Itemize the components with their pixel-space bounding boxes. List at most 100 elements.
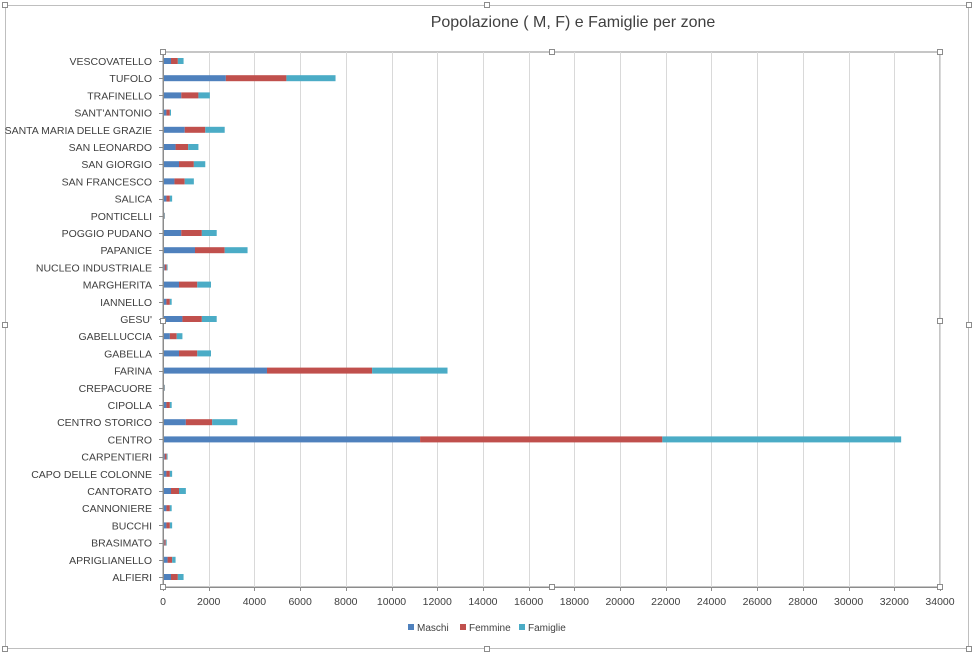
bar-maschi[interactable]: [163, 574, 171, 580]
bar-famiglie[interactable]: [177, 574, 184, 580]
bar-femmine[interactable]: [170, 574, 178, 580]
bar-famiglie[interactable]: [169, 522, 173, 529]
bar-famiglie[interactable]: [172, 556, 176, 563]
chart-resize-handle[interactable]: [966, 646, 972, 652]
bar-famiglie[interactable]: [165, 539, 167, 546]
bar-famiglie[interactable]: [286, 75, 336, 82]
bar-femmine[interactable]: [178, 161, 194, 168]
bar-famiglie[interactable]: [198, 92, 210, 99]
bar-femmine[interactable]: [169, 333, 177, 340]
bar-femmine[interactable]: [163, 384, 165, 391]
bar-femmine[interactable]: [163, 212, 165, 219]
plot-resize-handle[interactable]: [549, 49, 555, 55]
bar-famiglie[interactable]: [662, 436, 902, 443]
bar-maschi[interactable]: [163, 126, 185, 133]
plot-area[interactable]: [162, 51, 941, 588]
bar-maschi[interactable]: [163, 367, 267, 374]
bar-famiglie[interactable]: [201, 316, 217, 322]
bar-femmine[interactable]: [185, 419, 213, 426]
plot-resize-handle[interactable]: [549, 584, 555, 590]
bar-famiglie[interactable]: [212, 419, 238, 426]
bar-maschi[interactable]: [163, 522, 167, 529]
bar-famiglie[interactable]: [169, 109, 171, 116]
bar-famiglie[interactable]: [193, 161, 206, 168]
plot-resize-handle[interactable]: [937, 318, 943, 324]
chart-resize-handle[interactable]: [484, 646, 490, 652]
chart-resize-handle[interactable]: [2, 322, 8, 328]
bar-famiglie[interactable]: [164, 212, 165, 219]
legend[interactable]: Maschi Femmine Famiglie: [408, 623, 566, 634]
bar-femmine[interactable]: [178, 281, 198, 288]
plot-resize-handle[interactable]: [937, 584, 943, 590]
bar-maschi[interactable]: [163, 436, 421, 443]
bar-femmine[interactable]: [420, 436, 663, 443]
bar-femmine[interactable]: [170, 488, 179, 494]
chart-resize-handle[interactable]: [484, 2, 490, 8]
bar-maschi[interactable]: [163, 350, 179, 357]
bar-femmine[interactable]: [166, 402, 170, 408]
bar-femmine[interactable]: [166, 505, 170, 512]
bar-maschi[interactable]: [163, 58, 171, 64]
plot-resize-handle[interactable]: [160, 584, 166, 590]
bar-famiglie[interactable]: [178, 488, 186, 494]
bar-maschi[interactable]: [163, 488, 171, 494]
bar-famiglie[interactable]: [197, 281, 211, 288]
bar-femmine[interactable]: [266, 367, 373, 374]
bar-famiglie[interactable]: [169, 402, 172, 408]
bar-maschi[interactable]: [163, 505, 167, 512]
chart-resize-handle[interactable]: [966, 322, 972, 328]
bar-maschi[interactable]: [163, 144, 176, 150]
bar-femmine[interactable]: [166, 522, 170, 529]
bar-maschi[interactable]: [163, 316, 183, 322]
bar-femmine[interactable]: [170, 58, 178, 64]
bar-famiglie[interactable]: [184, 178, 194, 185]
bar-femmine[interactable]: [164, 453, 167, 460]
bar-famiglie[interactable]: [166, 264, 168, 271]
bar-femmine[interactable]: [182, 316, 202, 322]
bar-femmine[interactable]: [164, 264, 167, 271]
bar-maschi[interactable]: [163, 230, 182, 236]
bar-maschi[interactable]: [163, 419, 186, 426]
bar-maschi[interactable]: [163, 92, 182, 99]
bar-maschi[interactable]: [163, 75, 226, 82]
bar-maschi[interactable]: [163, 161, 179, 168]
bar-famiglie[interactable]: [188, 144, 199, 150]
plot-resize-handle[interactable]: [160, 49, 166, 55]
bar-femmine[interactable]: [181, 230, 202, 236]
bar-maschi[interactable]: [163, 333, 170, 340]
bar-femmine[interactable]: [164, 539, 166, 546]
bar-famiglie[interactable]: [169, 505, 172, 512]
bar-maschi[interactable]: [163, 402, 167, 408]
bar-femmine[interactable]: [166, 470, 170, 477]
bar-famiglie[interactable]: [177, 58, 184, 64]
bar-maschi[interactable]: [163, 195, 167, 202]
bar-femmine[interactable]: [175, 144, 189, 150]
bar-maschi[interactable]: [163, 470, 167, 477]
plot-resize-handle[interactable]: [937, 49, 943, 55]
bar-famiglie[interactable]: [176, 333, 183, 340]
bar-femmine[interactable]: [174, 178, 185, 185]
bar-famiglie[interactable]: [372, 367, 448, 374]
bar-maschi[interactable]: [163, 247, 195, 254]
bar-femmine[interactable]: [184, 126, 206, 133]
bar-maschi[interactable]: [163, 178, 175, 185]
bar-famiglie[interactable]: [166, 453, 168, 460]
bar-femmine[interactable]: [225, 75, 287, 82]
bar-famiglie[interactable]: [169, 470, 173, 477]
bar-femmine[interactable]: [166, 298, 170, 305]
bar-maschi[interactable]: [163, 109, 167, 116]
plot-resize-handle[interactable]: [160, 318, 166, 324]
bar-femmine[interactable]: [166, 109, 170, 116]
bar-famiglie[interactable]: [169, 195, 173, 202]
bar-femmine[interactable]: [178, 350, 198, 357]
bar-femmine[interactable]: [167, 556, 173, 563]
bar-famiglie[interactable]: [169, 298, 172, 305]
chart-resize-handle[interactable]: [2, 646, 8, 652]
bar-famiglie[interactable]: [201, 230, 217, 236]
bar-famiglie[interactable]: [205, 126, 225, 133]
chart-resize-handle[interactable]: [966, 2, 972, 8]
bar-famiglie[interactable]: [197, 350, 211, 357]
bar-femmine[interactable]: [194, 247, 225, 254]
bar-femmine[interactable]: [166, 195, 170, 202]
bar-maschi[interactable]: [163, 298, 167, 305]
